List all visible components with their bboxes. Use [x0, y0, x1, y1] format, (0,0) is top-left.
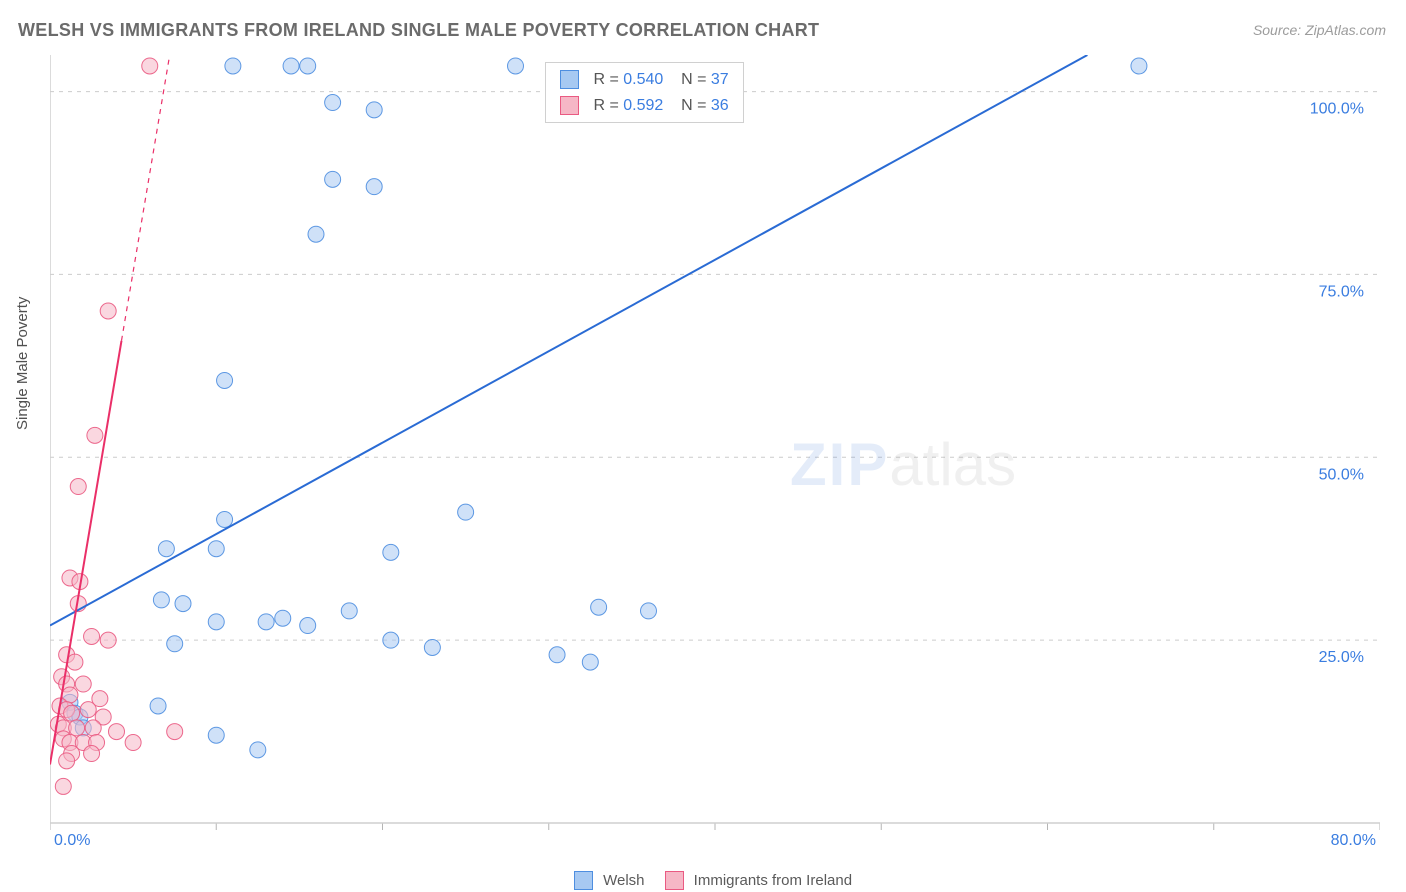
data-point-ireland — [84, 746, 100, 762]
data-point-welsh — [308, 226, 324, 242]
data-point-welsh — [582, 654, 598, 670]
stats-swatch — [560, 96, 579, 115]
data-point-ireland — [92, 691, 108, 707]
data-point-welsh — [275, 610, 291, 626]
data-point-welsh — [341, 603, 357, 619]
legend-swatch — [665, 871, 684, 890]
data-point-welsh — [208, 541, 224, 557]
data-point-ireland — [69, 720, 85, 736]
data-point-ireland — [64, 705, 80, 721]
stats-row: R = 0.592 N = 36 — [560, 93, 729, 119]
data-point-welsh — [175, 596, 191, 612]
data-point-welsh — [158, 541, 174, 557]
r-label: R = — [593, 97, 618, 114]
data-point-welsh — [549, 647, 565, 663]
data-point-ireland — [59, 753, 75, 769]
data-point-ireland — [67, 654, 83, 670]
r-value: 0.592 — [623, 97, 663, 114]
bottom-legend: Welsh Immigrants from Ireland — [0, 871, 1406, 890]
trend-ireland-dashed — [121, 55, 169, 341]
data-point-welsh — [217, 372, 233, 388]
data-point-ireland — [75, 676, 91, 692]
data-point-welsh — [508, 58, 524, 74]
data-point-welsh — [208, 614, 224, 630]
y-axis-label: Single Male Poverty — [14, 297, 31, 430]
n-value: 36 — [711, 97, 729, 114]
data-point-ireland — [167, 724, 183, 740]
data-point-welsh — [1131, 58, 1147, 74]
data-point-ireland — [70, 479, 86, 495]
n-value: 37 — [711, 71, 729, 88]
data-point-welsh — [424, 639, 440, 655]
data-point-welsh — [283, 58, 299, 74]
data-point-welsh — [258, 614, 274, 630]
data-point-ireland — [100, 303, 116, 319]
data-point-welsh — [300, 58, 316, 74]
data-point-welsh — [641, 603, 657, 619]
data-point-welsh — [366, 102, 382, 118]
chart-title: WELSH VS IMMIGRANTS FROM IRELAND SINGLE … — [18, 20, 819, 41]
y-tick-label: 75.0% — [1319, 283, 1364, 300]
r-value: 0.540 — [623, 71, 663, 88]
data-point-ireland — [100, 632, 116, 648]
data-point-welsh — [150, 698, 166, 714]
stats-row: R = 0.540 N = 37 — [560, 67, 729, 93]
stats-swatch — [560, 70, 579, 89]
trend-welsh — [50, 55, 1087, 626]
data-point-welsh — [208, 727, 224, 743]
scatter-plot: 25.0% 50.0% 75.0% 100.0% 0.0% 80.0% — [50, 55, 1380, 845]
data-point-welsh — [591, 599, 607, 615]
data-point-ireland — [109, 724, 125, 740]
data-point-welsh — [325, 95, 341, 111]
legend-label: Immigrants from Ireland — [694, 872, 852, 889]
data-point-welsh — [153, 592, 169, 608]
data-point-welsh — [458, 504, 474, 520]
data-point-welsh — [225, 58, 241, 74]
x-tick-label: 80.0% — [1331, 832, 1376, 845]
data-point-ireland — [55, 778, 71, 794]
y-tick-label: 100.0% — [1310, 101, 1364, 118]
data-point-welsh — [250, 742, 266, 758]
data-point-welsh — [300, 618, 316, 634]
trend-ireland — [50, 341, 121, 765]
data-point-welsh — [325, 171, 341, 187]
data-point-ireland — [85, 720, 101, 736]
legend-label: Welsh — [603, 872, 644, 889]
data-point-welsh — [383, 544, 399, 560]
n-label: N = — [681, 71, 706, 88]
data-point-ireland — [84, 628, 100, 644]
chart-area: 25.0% 50.0% 75.0% 100.0% 0.0% 80.0% — [50, 55, 1380, 845]
data-point-ireland — [142, 58, 158, 74]
source-label: Source: ZipAtlas.com — [1253, 22, 1386, 38]
data-point-welsh — [383, 632, 399, 648]
data-point-welsh — [217, 511, 233, 527]
legend-swatch — [574, 871, 593, 890]
chart-container: WELSH VS IMMIGRANTS FROM IRELAND SINGLE … — [0, 0, 1406, 892]
n-label: N = — [681, 97, 706, 114]
y-tick-label: 50.0% — [1319, 466, 1364, 483]
x-tick-label: 0.0% — [54, 832, 90, 845]
stats-legend-box: R = 0.540 N = 37 R = 0.592 N = 36 — [545, 62, 744, 123]
data-point-welsh — [366, 179, 382, 195]
y-tick-label: 25.0% — [1319, 649, 1364, 666]
data-point-ireland — [125, 735, 141, 751]
data-point-welsh — [167, 636, 183, 652]
r-label: R = — [593, 71, 618, 88]
data-point-ireland — [87, 427, 103, 443]
